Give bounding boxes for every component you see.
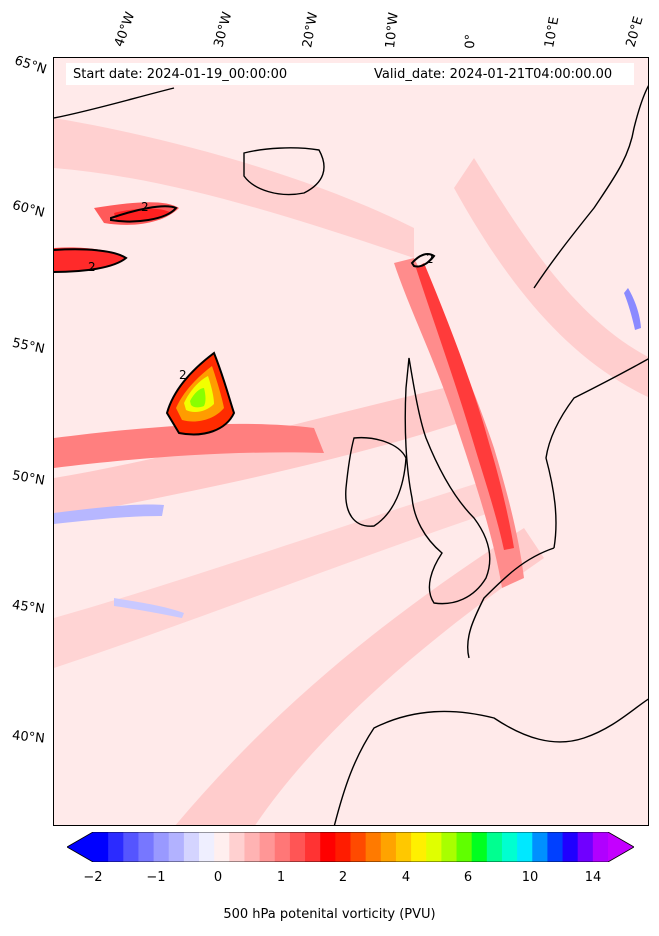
contour-2pvu-north	[110, 205, 178, 223]
colorbar-tick-label: 2	[338, 870, 348, 885]
colorbar-svg	[66, 831, 635, 863]
colorbar-segment	[501, 832, 518, 862]
colorbar-title: 500 hPa potenital vorticity (PVU)	[223, 907, 436, 922]
colorbar-segment	[305, 832, 321, 862]
header-box	[66, 63, 634, 85]
contour-2pvu-scotland	[410, 253, 436, 268]
colorbar-segment	[441, 832, 458, 862]
colorbar-segment	[532, 832, 548, 862]
map-panel	[53, 57, 649, 826]
coastline-norway	[533, 85, 648, 289]
contour-2pvu-anomaly	[165, 351, 236, 436]
colorbar-segment	[486, 832, 503, 862]
lon-label-40w: 40°W	[111, 10, 139, 49]
lat-label-45n: 45°N	[11, 597, 46, 618]
colorbar-segment	[380, 832, 397, 862]
colorbar-tick-label: 10	[521, 870, 539, 885]
colorbar-segment	[592, 832, 609, 862]
colorbar-segment	[320, 832, 336, 862]
lat-label-65n: 65°N	[12, 53, 49, 78]
coastline-great-britain	[404, 357, 491, 605]
pv-band-atlantic	[54, 423, 324, 468]
colorbar-segment	[214, 832, 230, 862]
colorbar-segment	[577, 832, 594, 862]
colorbar-segment	[168, 832, 185, 862]
lat-label-55n: 55°N	[10, 335, 46, 358]
colorbar-segment	[517, 832, 533, 862]
pv-band-north	[54, 118, 414, 258]
pv-band-uk-outer	[394, 258, 524, 588]
lat-label-50n: 50°N	[10, 468, 46, 489]
colorbar-segment	[365, 832, 382, 862]
colorbar-segment	[395, 832, 412, 862]
contour-label: 2	[141, 200, 149, 214]
pv-band-northsea	[454, 158, 648, 398]
pv-band-south	[54, 478, 504, 668]
colorbar-extend-high	[608, 832, 634, 862]
colorbar-segment	[335, 832, 351, 862]
colorbar-segment	[199, 832, 215, 862]
contour-2pvu-west	[54, 248, 128, 273]
colorbar-tick-label: −2	[83, 870, 103, 885]
contour-label: 2	[88, 260, 96, 274]
colorbar-segment	[471, 832, 488, 862]
colorbar-segment	[350, 832, 367, 862]
colorbar-segment	[259, 832, 276, 862]
colorbar-segment	[456, 832, 473, 862]
colorbar-segment	[138, 832, 155, 862]
lon-label-20w: 20°W	[300, 11, 322, 50]
colorbar-tick-label: 6	[463, 870, 473, 885]
colorbar-tick-label: 4	[401, 870, 411, 885]
lon-label-10e: 10°E	[542, 15, 563, 49]
coastline-iceland	[243, 147, 325, 196]
colorbar-segment	[289, 832, 306, 862]
negative-pv-filament-2	[114, 598, 184, 618]
coastline-greenland	[54, 87, 175, 119]
lon-label-10w: 10°W	[383, 11, 402, 50]
colorbar-tick-label: 14	[584, 870, 602, 885]
pv-band-southwest	[54, 388, 474, 518]
contour-label: 2	[179, 368, 187, 382]
colorbar	[66, 831, 635, 863]
colorbar-segment	[547, 832, 564, 862]
pv-field-map	[54, 58, 648, 825]
colorbar-segment	[229, 832, 245, 862]
start-date-text: Start date: 2024-01-19_00:00:00	[73, 67, 288, 82]
colorbar-segment	[108, 832, 124, 862]
coastline-europe-north	[545, 358, 648, 549]
contour-label: 2	[426, 252, 434, 266]
coastline-france	[467, 547, 555, 659]
coastline-ireland	[345, 436, 407, 527]
pv-anomaly-peak	[190, 388, 206, 408]
colorbar-segment	[244, 832, 261, 862]
colorbar-segment	[426, 832, 442, 862]
lon-label-0: 0°	[463, 33, 479, 49]
colorbar-segment	[123, 832, 139, 862]
lat-label-40n: 40°N	[11, 728, 46, 747]
colorbar-segment	[411, 832, 427, 862]
colorbar-extend-low	[67, 832, 93, 862]
colorbar-segment	[93, 832, 109, 862]
colorbar-segment	[183, 832, 200, 862]
valid-date-text: Valid_date: 2024-01-21T04:00:00.00	[374, 67, 613, 82]
colorbar-segment	[562, 832, 579, 862]
negative-pv-norway	[624, 288, 641, 330]
colorbar-tick-label: 0	[213, 870, 223, 885]
colorbar-segment	[153, 832, 170, 862]
colorbar-tick-label: 1	[276, 870, 286, 885]
lat-label-60n: 60°N	[10, 198, 47, 221]
negative-pv-filament	[54, 504, 164, 524]
pv-band-uk-core	[416, 263, 514, 550]
colorbar-segment	[274, 832, 291, 862]
coastline-iberia	[333, 698, 648, 825]
colorbar-tick-label: −1	[146, 870, 166, 885]
lon-label-30w: 30°W	[211, 10, 236, 49]
lon-label-20e: 20°E	[623, 14, 647, 49]
